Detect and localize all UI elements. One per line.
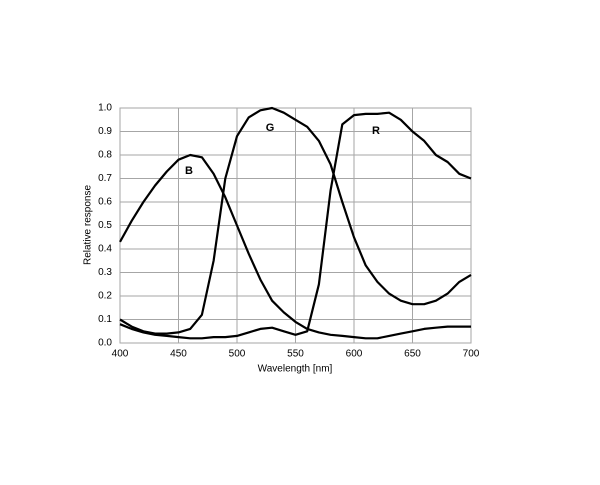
series-label: G: [266, 122, 275, 134]
x-axis-label: Wavelength [nm]: [258, 364, 333, 375]
series-label: R: [372, 125, 380, 137]
x-tick-label: 550: [287, 349, 304, 360]
y-tick-label: 0.0: [98, 338, 112, 349]
y-axis-label: Relative response: [83, 185, 94, 265]
x-tick-label: 400: [112, 349, 129, 360]
y-tick-label: 0.1: [98, 314, 112, 325]
y-tick-label: 0.7: [98, 173, 112, 184]
y-tick-label: 0.8: [98, 150, 112, 161]
x-tick-label: 450: [170, 349, 187, 360]
y-tick-label: 0.5: [98, 220, 112, 231]
y-tick-label: 0.4: [98, 244, 112, 255]
series-line: [119, 153, 471, 340]
x-tick-label: 600: [346, 349, 363, 360]
y-tick-label: 0.6: [98, 197, 112, 208]
y-tick-label: 0.2: [98, 291, 112, 302]
series-line: [119, 106, 472, 335]
y-tick-label: 1.0: [98, 103, 112, 114]
series-label: B: [185, 165, 193, 177]
x-tick-label: 500: [229, 349, 246, 360]
y-tick-label: 0.9: [98, 126, 112, 137]
series-line: [119, 111, 472, 340]
x-tick-label: 650: [404, 349, 421, 360]
y-tick-label: 0.3: [98, 267, 112, 278]
x-tick-label: 700: [463, 349, 480, 360]
